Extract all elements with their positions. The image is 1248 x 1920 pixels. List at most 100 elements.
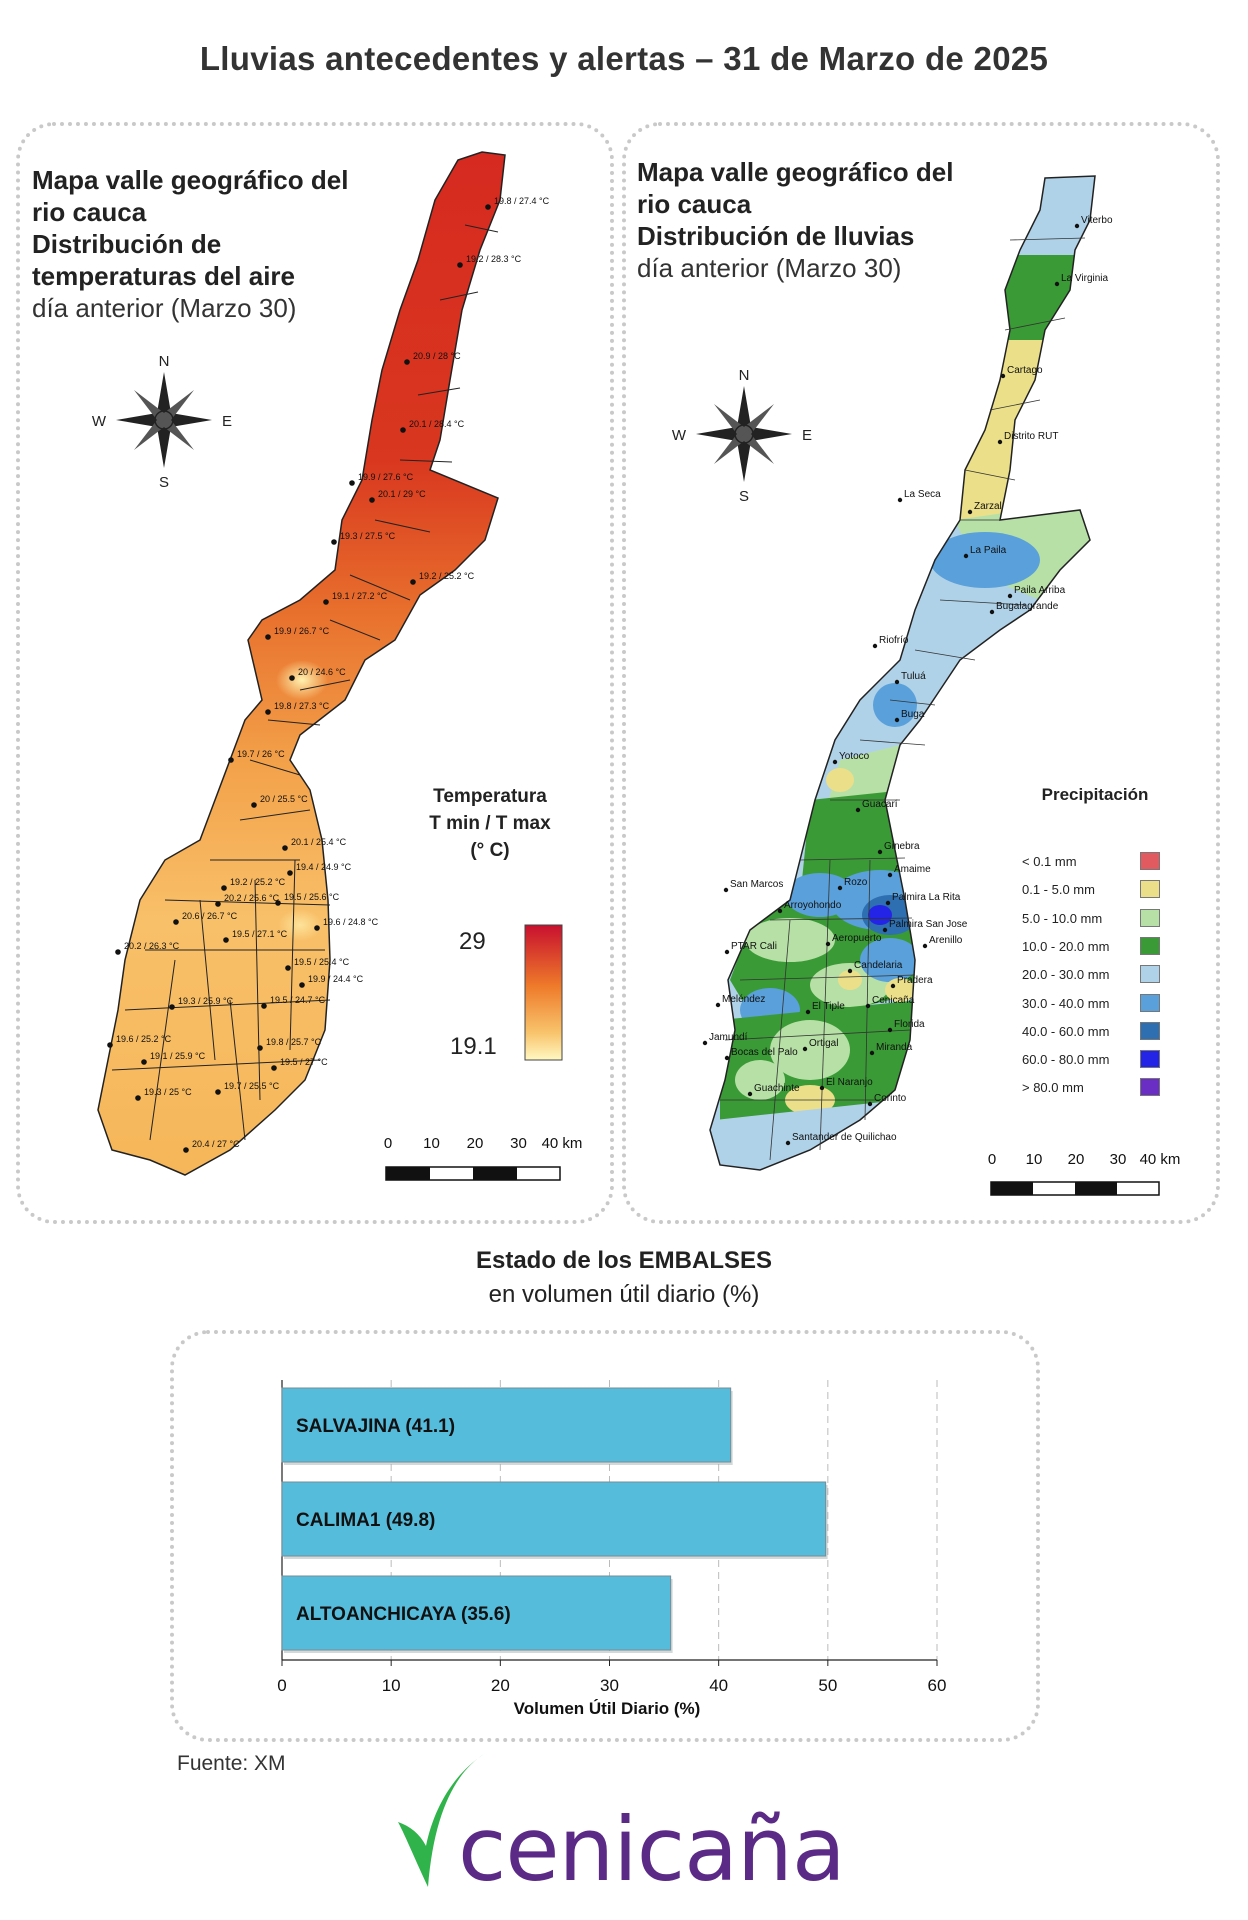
compass-w: W <box>92 413 107 430</box>
scale-label: 30 <box>1110 1151 1127 1168</box>
cenicana-leaf-logo-icon <box>398 1754 484 1887</box>
rain-subtitle: día anterior (Marzo 30) <box>637 253 902 283</box>
precipitation-legend-title: Precipitación <box>1041 785 1149 804</box>
station-label: 19.5 / 27.1 °C <box>232 929 288 939</box>
compass-rose-icon <box>696 386 792 482</box>
legend-swatch <box>1140 908 1160 927</box>
station-label: 19.5 / 25.4 °C <box>294 957 350 967</box>
legend-item: 30.0 - 40.0 mm <box>1022 993 1162 1014</box>
place-label: Palmira San Jose <box>889 919 968 930</box>
place-label: Cenicaña <box>872 995 915 1006</box>
reservoirs-title: Estado de los EMBALSES <box>475 1247 773 1274</box>
place-label: Pradera <box>897 975 933 986</box>
place-dot <box>723 887 729 893</box>
place-dot <box>724 1055 730 1061</box>
temperature-legend-title: Temperatura T min / T max (° C) <box>415 783 565 864</box>
station-dot <box>261 1003 267 1009</box>
place-label: Ginebra <box>884 841 920 852</box>
place-label: Paila Arriba <box>1014 585 1066 596</box>
station-label: 19.1 / 25.9 °C <box>150 1051 206 1061</box>
station-label: 19.5 / 27 °C <box>280 1057 328 1067</box>
place-label: PTAR Cali <box>731 941 777 952</box>
reservoir-bar-chart: SALVAJINA (41.1) CALIMA1 (49.8) ALTOANCHIC… <box>277 1380 946 1718</box>
place-dot <box>897 497 903 503</box>
place-dot <box>1074 223 1080 229</box>
reservoir-bar <box>281 1575 672 1651</box>
page-title: Lluvias antecedentes y alertas – 31 de M… <box>199 40 1049 77</box>
reservoirs-subtitle: en volumen útil diario (%) <box>488 1281 760 1308</box>
legend-item: 40.0 - 60.0 mm <box>1022 1021 1162 1042</box>
place-label: Cartago <box>1007 365 1043 376</box>
station-label: 20.1 / 25.4 °C <box>291 837 347 847</box>
legend-item-label: 60.0 - 80.0 mm <box>1022 1052 1110 1068</box>
station-dot <box>215 1089 221 1095</box>
bar-label: CALIMA1 (49.8) <box>296 1510 435 1531</box>
place-dot <box>837 885 843 891</box>
legend-item: 0.1 - 5.0 mm <box>1022 880 1162 900</box>
place-label: Miranda <box>876 1042 913 1053</box>
station-label: 19.8 / 25.7 °C <box>266 1037 322 1047</box>
legend-swatch <box>1140 936 1160 955</box>
compass-s: S <box>159 474 169 491</box>
legend-item: 10.0 - 20.0 mm <box>1022 936 1162 957</box>
station-dot <box>265 709 271 715</box>
rain-title-line2: rio cauca <box>637 189 752 219</box>
legend-swatch <box>1140 1050 1160 1069</box>
temperature-legend-bar <box>524 924 563 1061</box>
station-dot <box>299 982 305 988</box>
station-label: 20.1 / 29 °C <box>378 489 426 499</box>
legend-item-label: 40.0 - 60.0 mm <box>1022 1023 1110 1039</box>
station-label: 20 / 25.5 °C <box>260 794 308 804</box>
place-label: Distrito RUT <box>1004 431 1058 442</box>
place-dot <box>967 509 973 515</box>
station-dot <box>285 965 291 971</box>
place-dot <box>715 1002 721 1008</box>
station-label: 19.5 / 24.7 °C <box>270 995 326 1005</box>
place-label: Arroyohondo <box>784 900 842 911</box>
compass-e: E <box>222 413 232 430</box>
place-dot <box>989 609 995 615</box>
chart-x-ticks: 0 10 20 30 40 50 60 <box>277 1660 946 1695</box>
place-label: El Tiple <box>812 1001 845 1012</box>
station-dot <box>485 204 491 210</box>
rain-place-labels: Viterbo La Virginia Cartago Distrito RUT La … <box>702 215 1113 1146</box>
station-dot <box>135 1095 141 1101</box>
station-dot <box>314 925 320 931</box>
legend-item: > 80.0 mm <box>1022 1078 1162 1098</box>
place-dot <box>887 872 893 878</box>
temperature-map: 19.8 / 27.4 °C 19.2 / 28.3 °C 20.9 / 28 °C… <box>92 151 582 1181</box>
legend-swatch <box>1140 1078 1160 1097</box>
station-label: 20.1 / 28.4 °C <box>409 419 465 429</box>
place-dot <box>894 679 900 685</box>
place-dot <box>869 1050 875 1056</box>
place-dot <box>865 1003 871 1009</box>
station-dot <box>223 937 229 943</box>
tick-label: 40 <box>709 1676 728 1695</box>
place-label: El Naranjo <box>826 1077 873 1088</box>
station-label: 19.1 / 27.2 °C <box>332 591 388 601</box>
place-dot <box>997 439 1003 445</box>
rainfall-map-panel <box>622 122 1220 1224</box>
place-dot <box>724 949 730 955</box>
station-dot <box>257 1045 263 1051</box>
place-label: Guacarí <box>862 799 898 810</box>
scale-bar <box>990 1181 1160 1196</box>
place-label: Santander de Quilichao <box>792 1132 897 1143</box>
place-dot <box>777 908 783 914</box>
station-dot <box>349 480 355 486</box>
station-label: 20.9 / 28 °C <box>413 351 461 361</box>
scale-label: 0 <box>988 1151 996 1168</box>
station-label: 19.3 / 25 °C <box>144 1087 192 1097</box>
place-dot <box>922 943 928 949</box>
place-label: Amaime <box>894 864 931 875</box>
place-dot <box>894 717 900 723</box>
place-dot <box>785 1140 791 1146</box>
place-dot <box>855 807 861 813</box>
place-label: Palmira La Rita <box>892 892 961 903</box>
place-label: San Marcos <box>730 879 783 890</box>
chart-x-axis-label: Volumen Útil Diario (%) <box>514 1699 701 1718</box>
place-dot <box>702 1040 708 1046</box>
station-label: 19.6 / 24.8 °C <box>323 917 379 927</box>
station-label: 19.7 / 25.5 °C <box>224 1081 280 1091</box>
rain-title-line1: Mapa valle geográfico del <box>637 157 954 187</box>
